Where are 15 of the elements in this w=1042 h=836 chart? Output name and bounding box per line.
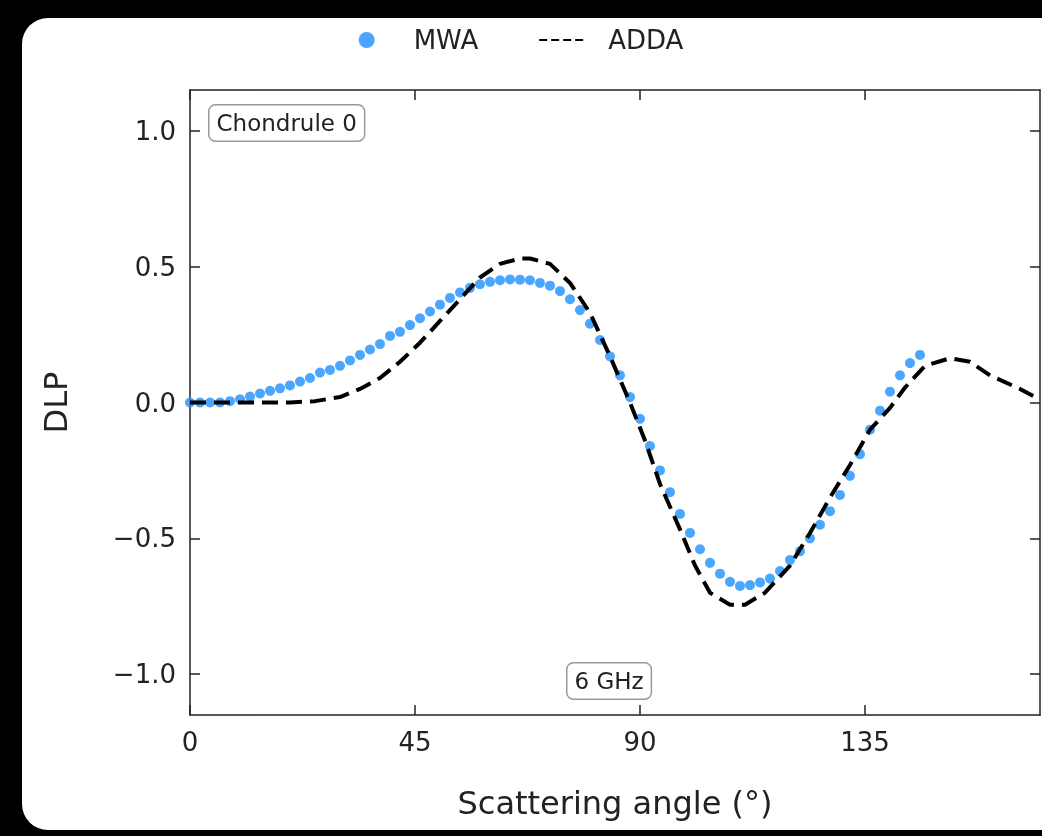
- x-tick-label: 90: [623, 727, 657, 757]
- y-tick-label: 0.0: [134, 387, 176, 418]
- y-axis-title: DLP: [37, 371, 75, 434]
- annotation: Chondrule 0: [216, 110, 357, 136]
- y-tick-label: −1.0: [112, 659, 176, 690]
- y-tick-label: 0.5: [134, 251, 176, 282]
- annotation: 6 GHz: [574, 668, 644, 694]
- x-axis-title: Scattering angle (°): [457, 784, 773, 822]
- x-tick-label: 0: [181, 727, 199, 757]
- x-tick-label: 45: [398, 727, 432, 757]
- x-tick-label: 135: [840, 727, 890, 757]
- y-tick-label: 1.0: [134, 115, 176, 146]
- legend-label: MWA: [413, 25, 479, 55]
- y-tick-label: −0.5: [112, 523, 176, 554]
- legend-label: ADDA: [608, 25, 684, 55]
